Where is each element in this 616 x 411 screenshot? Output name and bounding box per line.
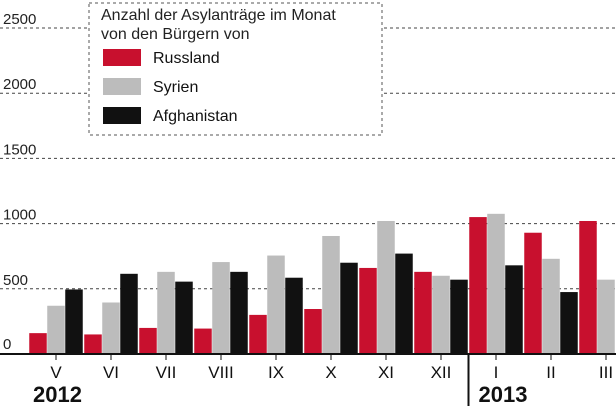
bar-syrien-vi [102,302,120,354]
year-label-2013: 2013 [479,382,528,407]
legend-title: Anzahl der Asylanträge im Monat [101,7,336,24]
bar-afghanistan-viii [230,271,248,354]
bar-syrien-ii [542,258,560,354]
x-tick-label: II [546,363,555,382]
bar-russland-vii [139,327,157,354]
y-tick-label: 2500 [3,11,36,28]
bar-afghanistan-xi [395,253,413,354]
bar-russland-viii [194,328,212,354]
bar-syrien-xii [432,275,450,354]
bar-russland-i [469,217,487,354]
bar-afghanistan-ix [285,277,303,354]
bar-syrien-vii [157,271,175,354]
bar-syrien-xi [377,220,395,354]
x-tick-label: XII [431,363,452,382]
x-tick-label: V [50,363,62,382]
bar-russland-xii [414,271,432,354]
year-label-2012: 2012 [33,382,82,407]
bar-russland-ii [524,232,542,354]
x-tick-label: VII [156,363,177,382]
legend-label-syrien: Syrien [153,79,198,96]
bar-syrien-iii [597,279,615,354]
legend-swatch-russland [103,49,141,66]
bar-russland-vi [84,334,102,354]
bar-syrien-i [487,213,505,354]
legend: Anzahl der Asylanträge im Monat von den … [88,2,383,136]
x-tick-label: IX [268,363,284,382]
bar-afghanistan-xii [450,279,468,354]
bar-russland-ix [249,314,267,354]
bar-afghanistan-v [65,289,83,354]
legend-subtitle: von den Bürgern von [101,26,250,43]
bar-afghanistan-x [340,262,358,354]
x-tick-label: VIII [208,363,234,382]
y-tick-label: 1500 [3,141,36,158]
bar-afghanistan-vii [175,281,193,354]
legend-label-russland: Russland [153,50,220,67]
bar-afghanistan-i [505,265,523,354]
bar-russland-v [29,333,47,354]
x-tick-label: X [325,363,336,382]
bar-syrien-v [47,305,65,354]
bar-syrien-ix [267,255,285,354]
legend-swatch-afghanistan [103,107,141,124]
legend-label-afghanistan: Afghanistan [153,108,238,125]
x-tick-label: VI [103,363,119,382]
bar-afghanistan-ii [560,292,578,354]
y-tick-label: 1000 [3,207,36,224]
x-tick-label: I [494,363,499,382]
y-tick-label: 2000 [3,76,36,93]
y-tick-label: 500 [3,272,28,289]
bar-syrien-viii [212,262,230,354]
bars [29,213,615,354]
bar-russland-iii [579,220,597,354]
x-tick-label: III [599,363,613,382]
bar-russland-x [304,309,322,354]
x-tick-label: XI [378,363,394,382]
bar-syrien-x [322,235,340,354]
bar-afghanistan-vi [120,273,138,354]
legend-swatch-syrien [103,78,141,95]
bar-russland-xi [359,267,377,354]
y-tick-label: 0 [3,336,11,353]
